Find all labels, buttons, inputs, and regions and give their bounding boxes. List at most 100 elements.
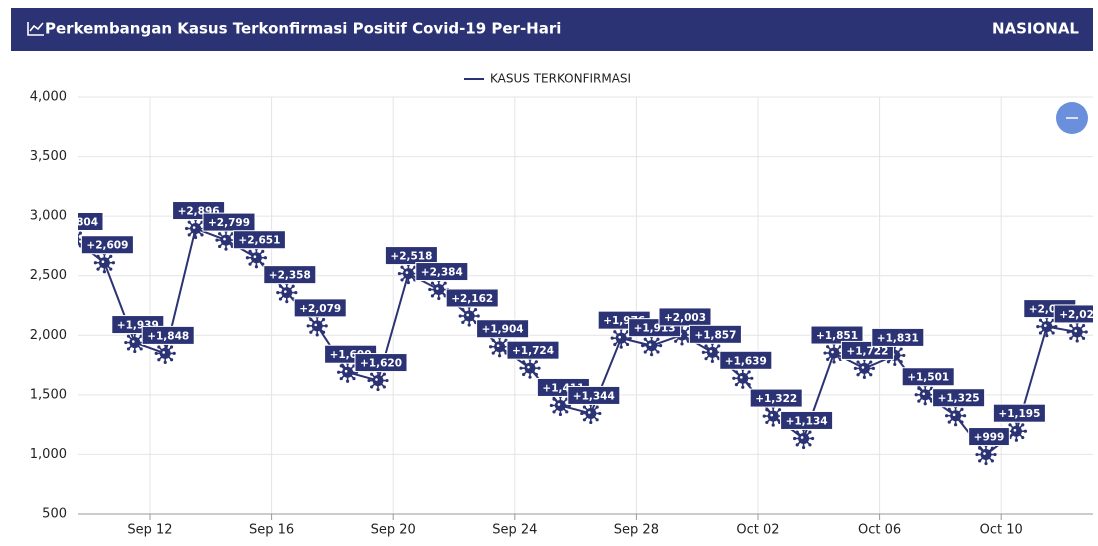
value-label: +1,195 <box>998 408 1040 420</box>
virus-spike-tip <box>428 287 432 292</box>
virus-spike-tip <box>914 393 918 397</box>
virus-spike-tip <box>643 350 647 354</box>
virus-spike-tip <box>522 360 526 364</box>
value-label-box <box>415 262 469 282</box>
virus-spike-tip <box>102 270 106 274</box>
virus-spike-tip <box>93 261 97 265</box>
virus-spike-tip <box>893 362 897 367</box>
virus-spike-tip <box>777 408 782 412</box>
virus-spike-tip <box>734 370 739 374</box>
virus-spike-tip <box>397 271 401 276</box>
virus-body <box>585 407 597 419</box>
virus-spike-tip <box>598 411 602 416</box>
value-label-box <box>810 325 864 345</box>
virus-dot <box>253 255 257 259</box>
virus-spike-tip <box>1021 423 1025 427</box>
virus-marker <box>1066 321 1088 343</box>
virus-spike-tip <box>1045 333 1049 338</box>
virus-spike-tip <box>248 249 252 253</box>
value-label-box <box>78 211 104 231</box>
value-label: +2,003 <box>664 312 706 324</box>
virus-spike-tip <box>734 383 739 387</box>
virus-spike-tip <box>382 372 386 376</box>
virus-spike-tip <box>765 420 769 425</box>
virus-spike-tip <box>795 430 799 434</box>
virus-dot <box>284 290 287 293</box>
chart-icon <box>27 22 44 36</box>
virus-spike-tip <box>853 366 858 371</box>
virus-spike-tip <box>732 376 736 380</box>
value-label-box <box>263 265 317 285</box>
x-tick-label: Oct 06 <box>858 523 901 538</box>
virus-spike-tip <box>717 344 721 348</box>
virus-spike-tip <box>430 294 435 298</box>
virus-marker <box>519 357 541 379</box>
virus-spike-tip <box>823 351 827 355</box>
collapse-button[interactable] <box>1056 102 1088 134</box>
virus-dot <box>71 237 74 240</box>
virus-spike-tip <box>109 254 113 258</box>
virus-spike-tip <box>978 446 982 450</box>
virus-spike-tip <box>765 408 769 412</box>
virus-body <box>950 410 962 422</box>
value-label: +1,904 <box>482 324 524 336</box>
virus-spike-tip <box>382 385 386 389</box>
value-label-box <box>445 288 499 308</box>
virus-spike-tip <box>109 267 113 271</box>
virus-spike-tip <box>194 235 198 240</box>
virus-spike-tip <box>315 333 319 337</box>
value-label: +2,079 <box>299 303 341 315</box>
x-tick-label: Sep 20 <box>371 523 416 538</box>
virus-spike-tip <box>489 345 493 349</box>
virus-body <box>402 268 414 280</box>
x-tick-label: Oct 10 <box>980 523 1023 538</box>
virus-spike-tip <box>400 278 404 282</box>
virus-marker <box>367 369 389 392</box>
virus-spike-tip <box>370 372 374 376</box>
value-label: +2,651 <box>238 235 280 247</box>
virus-spike-tip <box>826 345 830 349</box>
virus-spike-tip <box>187 220 191 224</box>
virus-spike-tip <box>461 308 465 312</box>
virus-spike-tip <box>795 443 799 447</box>
virus-body <box>463 310 475 322</box>
value-label-box <box>658 307 712 327</box>
virus-spike-tip <box>458 314 462 318</box>
virus-spike-tip <box>650 353 654 357</box>
virus-spike-tip <box>990 459 994 463</box>
virus-spike-tip <box>978 459 982 463</box>
virus-spike-tip <box>1081 336 1086 340</box>
virus-marker <box>945 405 967 427</box>
virus-spike-tip <box>869 360 873 364</box>
virus-spike-tip <box>261 262 265 266</box>
virus-spike-tip <box>656 337 660 341</box>
y-tick-label: 3,000 <box>30 209 67 224</box>
virus-spike-tip <box>309 330 313 334</box>
virus-spike-tip <box>1021 435 1025 440</box>
value-label: +1,639 <box>725 355 767 367</box>
virus-spike-tip <box>245 256 249 260</box>
y-tick-label: 1,500 <box>30 387 67 402</box>
virus-spike-tip <box>1075 339 1079 343</box>
virus-body <box>1010 425 1022 437</box>
virus-spike-tip <box>674 339 678 343</box>
virus-marker <box>185 217 207 240</box>
virus-body <box>828 347 840 359</box>
value-label-box <box>871 327 925 347</box>
virus-body <box>159 347 171 359</box>
virus-spike-tip <box>832 360 836 364</box>
virus-spike-tip <box>947 420 951 424</box>
virus-dot <box>436 287 439 290</box>
virus-spike-tip <box>558 412 563 417</box>
virus-spike-tip <box>549 403 554 408</box>
virus-spike-tip <box>254 265 258 269</box>
virus-spike-tip <box>680 342 684 346</box>
virus-spike-tip <box>126 334 131 338</box>
virus-body <box>129 337 141 349</box>
virus-spike <box>68 239 74 245</box>
virus-spike-tip <box>263 256 267 260</box>
virus-spike-tip <box>899 360 903 364</box>
virus-spike-tip <box>169 358 174 362</box>
virus-spike-tip <box>643 337 647 341</box>
